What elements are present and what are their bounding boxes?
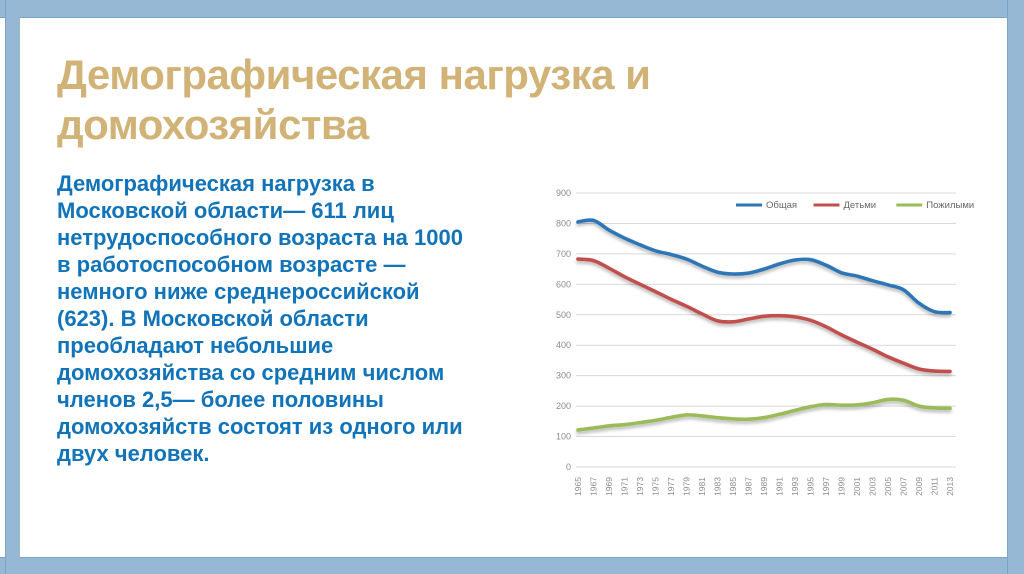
body-text-line: нетрудоспособного возраста на 1000	[57, 225, 463, 250]
body-text-line: преобладают небольшие	[57, 333, 334, 358]
svg-text:1977: 1977	[666, 477, 676, 496]
svg-text:1965: 1965	[573, 477, 583, 496]
body-text-line: домохозяйства со средним числом	[57, 360, 445, 385]
slide-title: Демографическая нагрузка и домохозяйства	[57, 50, 837, 150]
slide-border-right	[1007, 0, 1024, 574]
body-text-line: немного ниже среднероссийской	[57, 279, 420, 304]
body-text-line: в работоспособном возрасте —	[57, 252, 406, 277]
svg-text:200: 200	[556, 401, 571, 411]
slide-border-bottom	[0, 557, 1024, 574]
svg-text:800: 800	[556, 218, 571, 228]
svg-text:600: 600	[556, 279, 571, 289]
svg-text:1981: 1981	[697, 477, 707, 496]
svg-text:1967: 1967	[589, 477, 599, 496]
svg-text:1999: 1999	[837, 477, 847, 496]
slide-border-top	[0, 0, 1024, 18]
svg-text:Детьми: Детьми	[844, 200, 877, 211]
demographic-load-chart: 0 100 200 300 400 500 600 700 800 900 1965 1967 1969…	[540, 175, 995, 510]
svg-text:900: 900	[556, 188, 571, 198]
svg-text:1997: 1997	[821, 477, 831, 496]
body-text-block: Демографическая нагрузка в Московской об…	[57, 170, 527, 467]
body-text-line: (623). В Московской области	[57, 306, 369, 331]
svg-text:Общая: Общая	[766, 200, 797, 211]
body-text-line: членов 2,5— более половины	[57, 387, 384, 412]
svg-text:1989: 1989	[759, 477, 769, 496]
svg-text:2003: 2003	[868, 477, 878, 496]
svg-text:1971: 1971	[620, 477, 630, 496]
svg-text:1975: 1975	[651, 477, 661, 496]
svg-text:2013: 2013	[945, 477, 955, 496]
svg-text:1985: 1985	[728, 477, 738, 496]
svg-text:500: 500	[556, 310, 571, 320]
slide-title-line: Демографическая нагрузка и	[57, 51, 651, 98]
svg-text:2007: 2007	[899, 477, 909, 496]
svg-text:1983: 1983	[713, 477, 723, 496]
svg-text:1987: 1987	[744, 477, 754, 496]
svg-text:1973: 1973	[635, 477, 645, 496]
svg-text:1979: 1979	[682, 477, 692, 496]
body-text-line: домохозяйств состоят из одного или	[57, 414, 463, 439]
svg-text:0: 0	[566, 462, 571, 472]
slide-title-line: домохозяйства	[57, 101, 369, 148]
svg-text:1991: 1991	[775, 477, 785, 496]
slide-border-left	[5, 0, 20, 574]
body-text-line: Московской области— 611 лиц	[57, 198, 394, 223]
svg-text:2001: 2001	[852, 477, 862, 496]
svg-text:1969: 1969	[604, 477, 614, 496]
line-chart-svg: 0 100 200 300 400 500 600 700 800 900 1965 1967 1969…	[556, 188, 974, 496]
svg-text:1993: 1993	[790, 477, 800, 496]
svg-text:100: 100	[556, 432, 571, 442]
body-text-line: двух человек.	[57, 441, 210, 466]
svg-text:300: 300	[556, 371, 571, 381]
svg-text:2009: 2009	[914, 477, 924, 496]
svg-text:400: 400	[556, 340, 571, 350]
svg-text:2011: 2011	[930, 477, 940, 496]
svg-text:700: 700	[556, 249, 571, 259]
body-text-line: Демографическая нагрузка в	[57, 171, 375, 196]
svg-text:1995: 1995	[806, 477, 816, 496]
svg-text:Пожилыми: Пожилыми	[926, 200, 974, 211]
svg-text:2005: 2005	[883, 477, 893, 496]
